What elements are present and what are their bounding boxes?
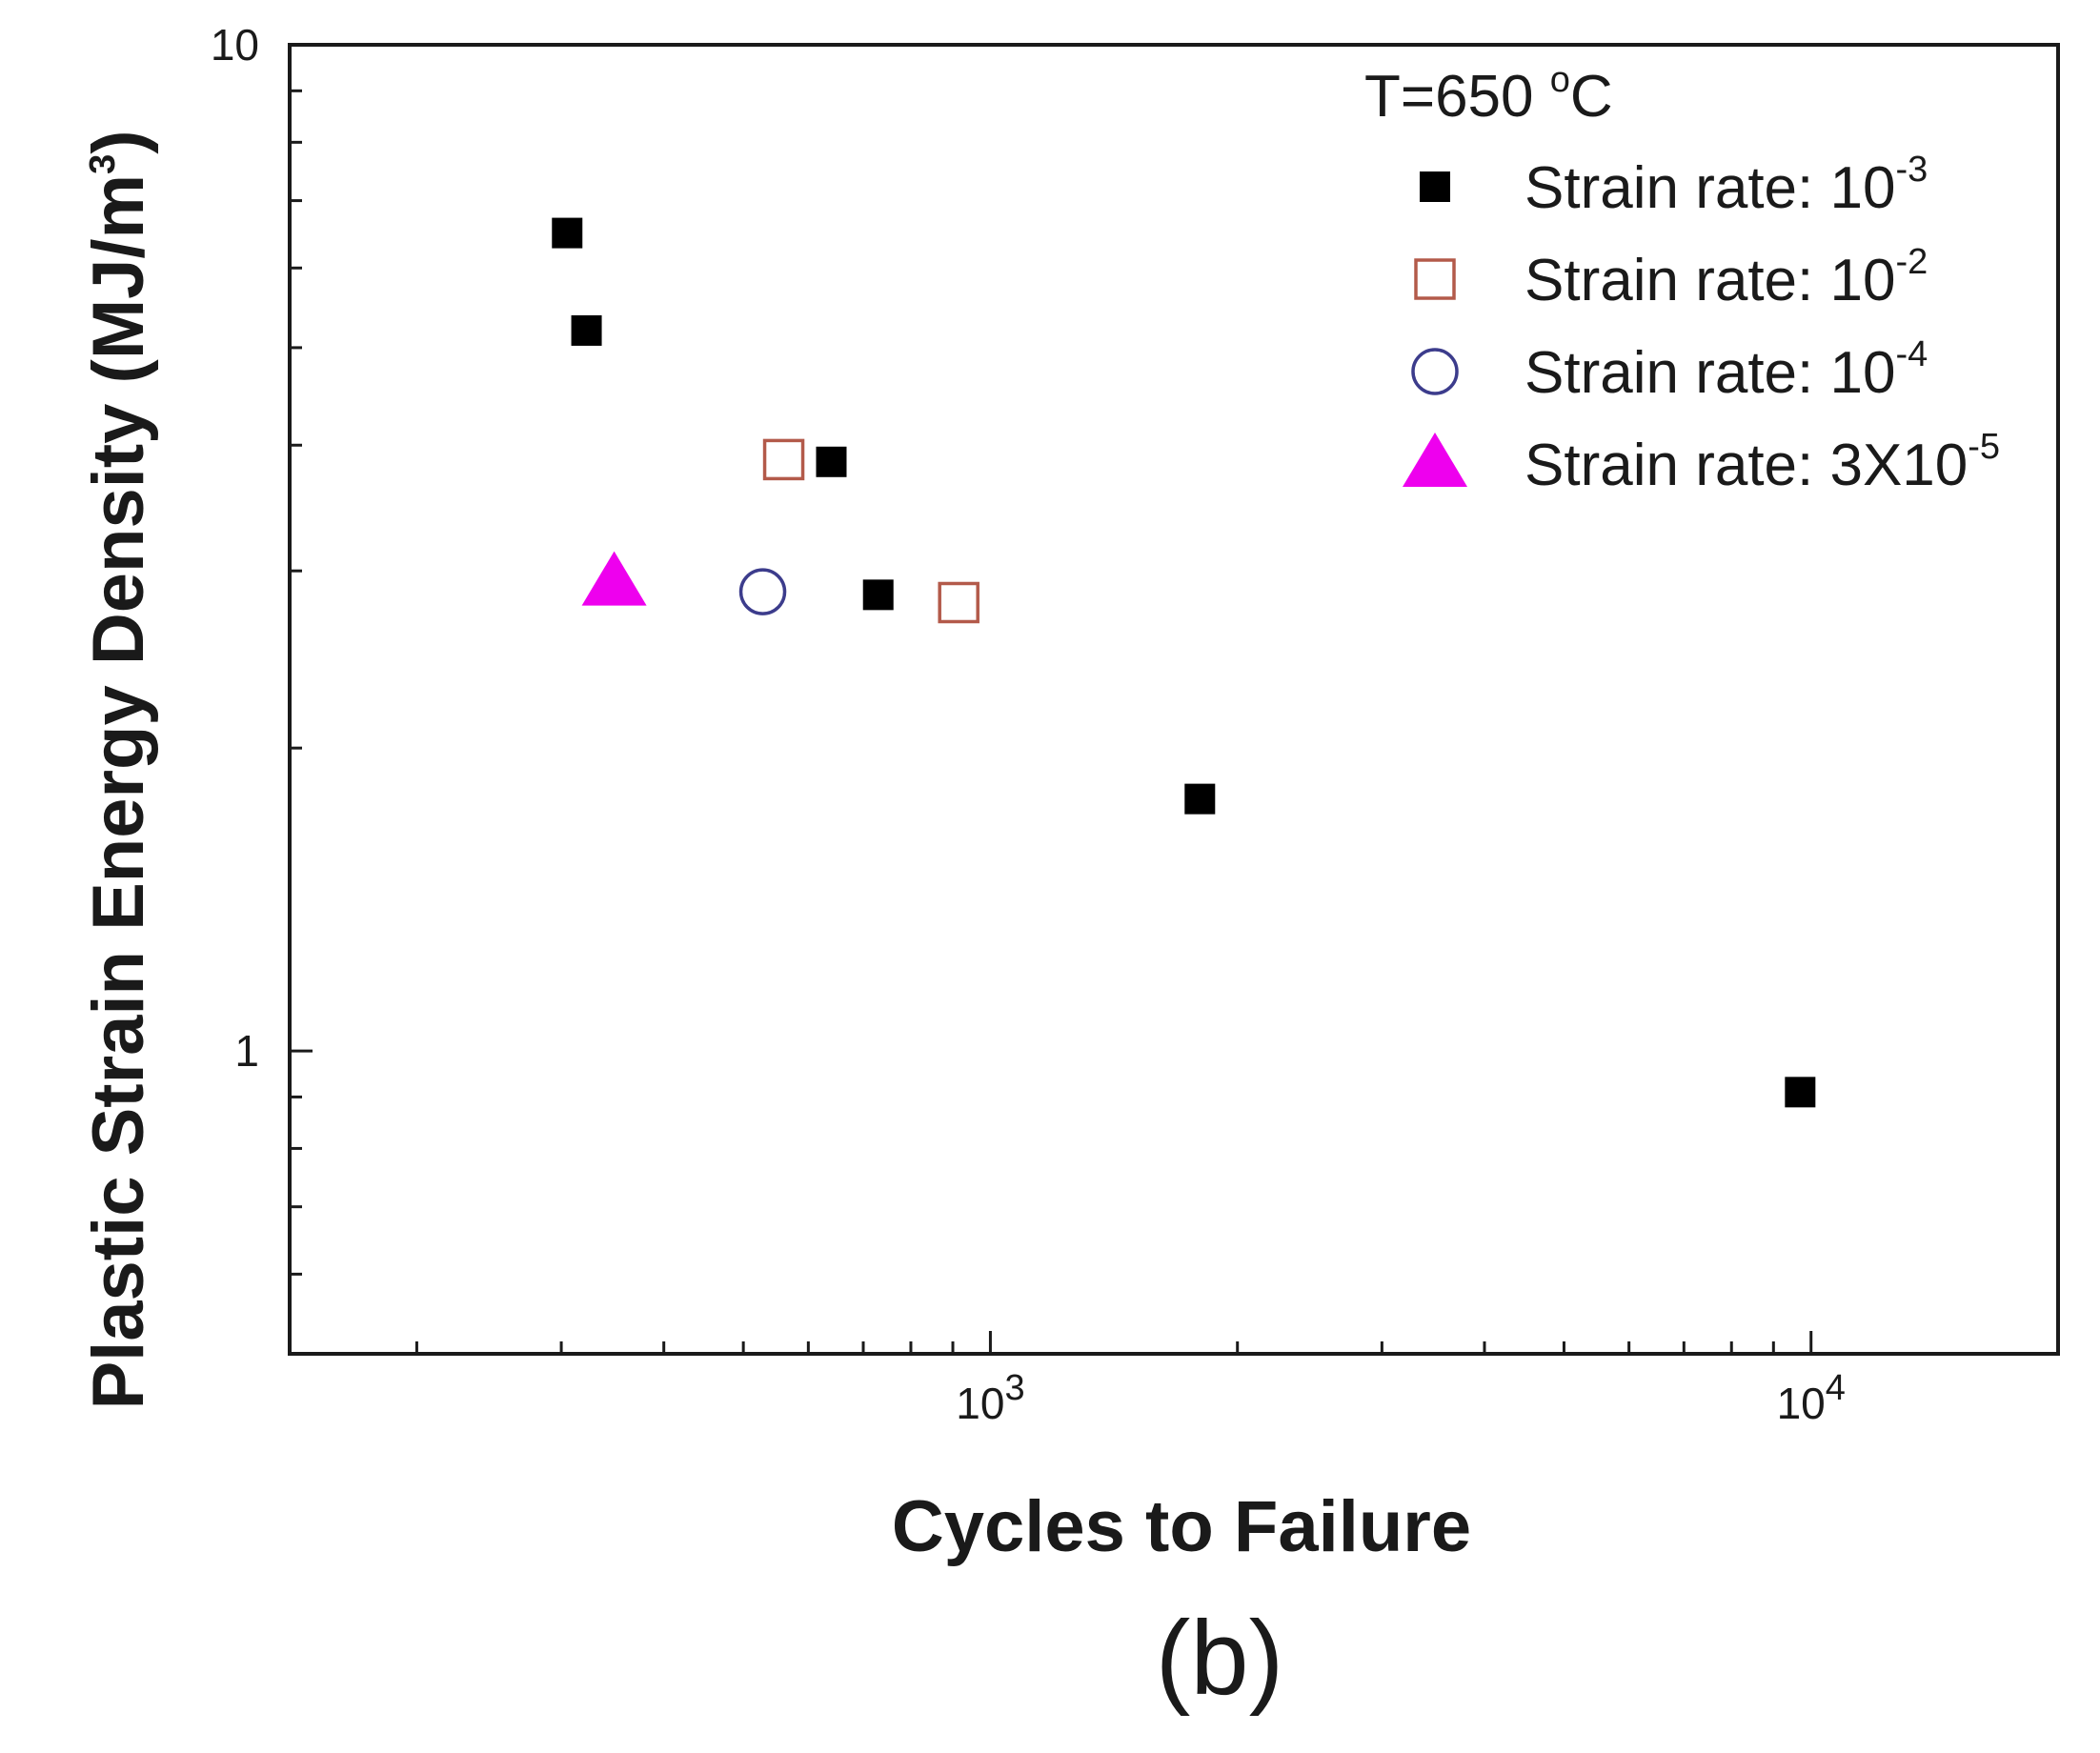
legend-label: Strain rate: 10-2: [1525, 242, 1928, 313]
y-tick-label: 10: [211, 20, 259, 70]
legend-entry-3: Strain rate: 3X10-5: [1403, 427, 2000, 498]
data-point-series-0: [816, 446, 847, 477]
data-point-series-0: [1785, 1077, 1816, 1108]
data-point-series-2: [738, 568, 787, 615]
x-axis-title: Cycles to Failure: [892, 1486, 1471, 1567]
y-axis-title: Plastic Strain Energy Density (MJ/m3): [78, 130, 159, 1409]
data-point-series-1: [762, 438, 805, 481]
data-points: [552, 217, 1816, 1108]
y-axis-title-suffix: ): [78, 130, 159, 153]
annotation-main: T=650: [1364, 64, 1550, 130]
figure-caption: (b): [1156, 1600, 1283, 1717]
temperature-annotation: T=650 oC: [1364, 60, 1613, 130]
y-axis-title-exp: 3: [83, 154, 123, 174]
data-point-series-3: [581, 551, 647, 606]
legend-label-main: Strain rate: 10: [1525, 155, 1895, 221]
annotation-degree: o: [1550, 60, 1570, 100]
legend-entry-0: Strain rate: 10-3: [1420, 150, 1928, 221]
annotation-unit: C: [1570, 64, 1613, 130]
x-tick-label-exp: 4: [1826, 1368, 1846, 1408]
plot-frame: [288, 43, 2060, 1356]
x-tick-label-base: 10: [1777, 1379, 1826, 1428]
legend-label: Strain rate: 10-4: [1525, 334, 1928, 406]
legend-label-exp: -2: [1895, 242, 1928, 282]
data-point-series-0: [862, 579, 894, 611]
data-point-series-0: [1184, 783, 1216, 815]
data-point-series-0: [571, 314, 602, 346]
axis-ticks: [290, 43, 2060, 1356]
legend-label-main: Strain rate: 10: [1525, 248, 1895, 313]
y-axis-title-main: Plastic Strain Energy Density (MJ/m: [78, 174, 159, 1410]
legend-label: Strain rate: 3X10-5: [1525, 427, 2000, 498]
legend-marker: [1414, 258, 1456, 300]
legend-marker: [1403, 433, 1467, 487]
x-tick-label: 104: [1777, 1368, 1846, 1428]
legend-label-main: Strain rate: 10: [1525, 340, 1895, 406]
data-point-series-0: [552, 217, 583, 249]
x-tick-label-base: 10: [956, 1379, 1004, 1428]
y-tick-label: 1: [234, 1026, 259, 1076]
legend-label-exp: -3: [1895, 150, 1928, 190]
legend-label-exp: -4: [1895, 334, 1928, 374]
legend-label: Strain rate: 10-3: [1525, 150, 1928, 221]
legend-marker: [1420, 171, 1450, 202]
legend-marker: [1411, 348, 1459, 395]
legend-label-exp: -5: [1968, 427, 2000, 467]
x-tick-label: 103: [956, 1368, 1024, 1428]
data-point-series-1: [938, 581, 979, 624]
legend-entry-1: Strain rate: 10-2: [1414, 242, 1928, 313]
x-tick-label-exp: 3: [1004, 1368, 1024, 1408]
legend-label-main: Strain rate: 3X10: [1525, 433, 1968, 498]
legend-entry-2: Strain rate: 10-4: [1411, 334, 1928, 406]
